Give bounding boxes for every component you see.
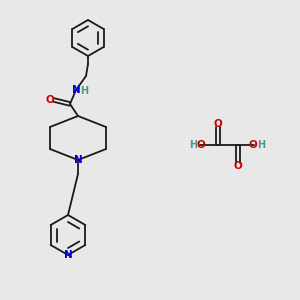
- Text: O: O: [196, 140, 206, 150]
- Text: H: H: [80, 86, 88, 96]
- Text: O: O: [249, 140, 257, 150]
- Text: O: O: [46, 95, 54, 105]
- Text: H: H: [257, 140, 265, 150]
- Text: O: O: [214, 119, 222, 129]
- Text: N: N: [64, 250, 72, 260]
- Text: N: N: [74, 155, 82, 165]
- Text: H: H: [189, 140, 197, 150]
- Text: O: O: [234, 161, 242, 171]
- Text: N: N: [72, 85, 80, 95]
